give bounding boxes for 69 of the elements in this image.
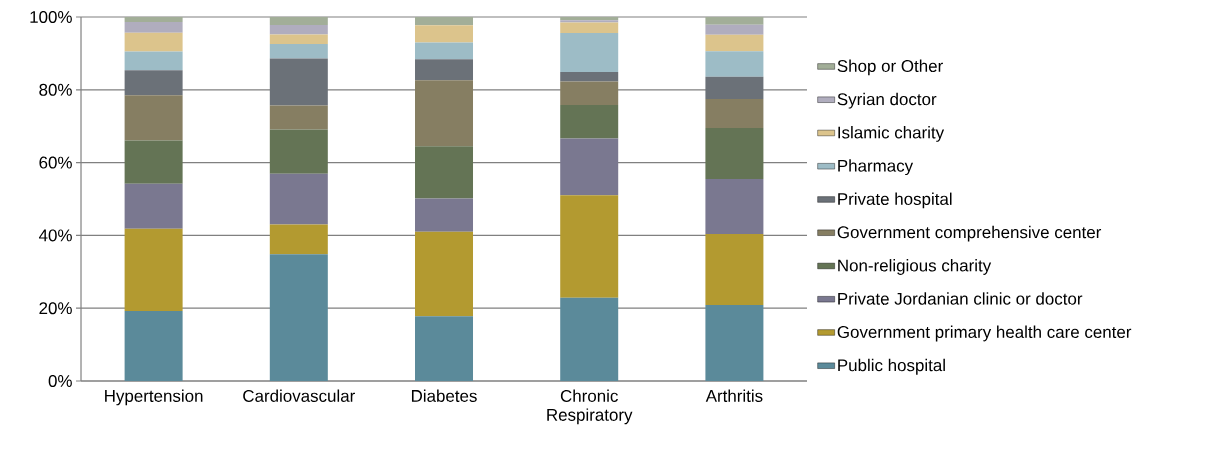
legend-label: Shop or Other xyxy=(837,59,943,76)
y-tick-label: 60% xyxy=(39,156,72,169)
y-tick-label: 0% xyxy=(48,374,72,387)
y-tick-label: 40% xyxy=(38,229,72,242)
bar xyxy=(415,316,474,381)
legend-label: Private Jordanian clinic or doctor xyxy=(838,292,1083,305)
bar xyxy=(705,304,764,381)
legend-label: Syrian doctor xyxy=(837,92,937,109)
bar xyxy=(124,95,183,141)
y-tick-label: 80% xyxy=(39,83,72,96)
bar xyxy=(705,76,764,99)
x-tick-label: Hypertension xyxy=(105,389,203,406)
bar xyxy=(705,34,764,52)
bar xyxy=(560,297,619,381)
bar xyxy=(415,42,474,60)
legend-label: Islamic charity xyxy=(838,126,945,142)
bar xyxy=(124,70,183,96)
bar xyxy=(124,22,183,33)
bar xyxy=(560,195,619,298)
bar xyxy=(415,16,474,26)
bar xyxy=(415,80,474,147)
bar xyxy=(124,32,183,52)
bar xyxy=(269,173,328,225)
bar xyxy=(705,128,764,179)
bar xyxy=(269,24,328,35)
bar xyxy=(560,71,619,82)
legend-label: Private hospital xyxy=(838,192,952,209)
bar xyxy=(705,233,764,305)
bar xyxy=(560,138,619,196)
bar xyxy=(560,105,619,139)
x-tick-label: Cardiovascular xyxy=(243,389,355,402)
bar xyxy=(415,59,474,81)
bar xyxy=(560,22,619,33)
y-tick-label: 20% xyxy=(39,302,72,315)
bar xyxy=(269,34,328,44)
bar xyxy=(269,129,328,174)
bar xyxy=(415,25,474,43)
y-tick-label: 100% xyxy=(30,10,72,23)
bar xyxy=(705,24,764,35)
bar xyxy=(124,311,183,381)
legend-label: Government comprehensive center xyxy=(837,225,1102,242)
bar xyxy=(705,178,764,234)
bar xyxy=(124,140,183,184)
bar xyxy=(705,98,764,129)
legend-label: Government primary health care center xyxy=(837,325,1132,342)
bar xyxy=(269,224,328,255)
bar xyxy=(124,228,183,312)
legend-label: Non-religious charity xyxy=(838,259,992,275)
bar xyxy=(269,43,328,59)
legend-label: Public hospital xyxy=(838,358,945,375)
bar xyxy=(124,16,183,23)
bar xyxy=(560,81,619,106)
bar xyxy=(560,33,619,72)
bar xyxy=(124,51,183,71)
x-tick-label: Diabetes xyxy=(411,389,477,402)
bar xyxy=(705,16,764,25)
bar xyxy=(269,254,328,381)
bar xyxy=(705,51,764,77)
legend-label: Pharmacy xyxy=(838,159,914,176)
bar xyxy=(269,58,328,106)
bar xyxy=(415,231,474,317)
x-tick-label: Arthritis xyxy=(705,389,763,402)
bar xyxy=(415,198,474,232)
bar xyxy=(415,146,474,199)
bar xyxy=(124,183,183,229)
bar xyxy=(269,105,328,130)
bar xyxy=(269,16,328,25)
bar xyxy=(560,16,619,21)
x-tick-label: Chronic Respiratory xyxy=(547,389,633,425)
